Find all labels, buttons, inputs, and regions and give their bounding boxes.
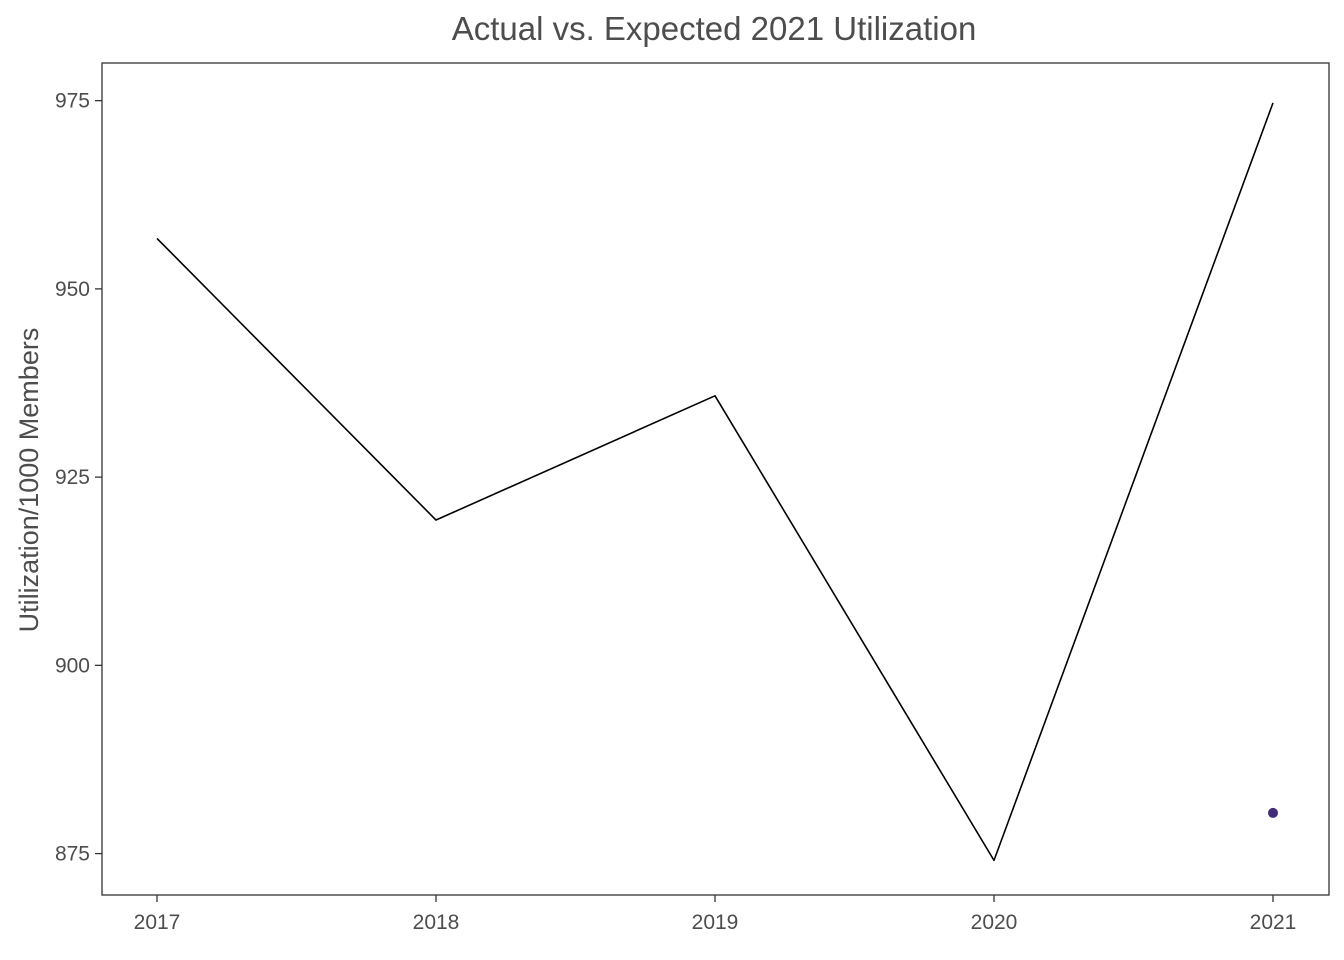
- x-axis: 2017 2018 2019 2020 2021: [134, 895, 1297, 934]
- y-tick-label: 950: [55, 278, 90, 301]
- y-tick-label: 975: [55, 90, 90, 113]
- series-line: [156, 102, 1274, 862]
- y-axis-title: Utilization/1000 Members: [14, 328, 44, 633]
- x-tick-label: 2019: [692, 911, 739, 934]
- y-tick-label: 900: [55, 654, 90, 677]
- x-tick-label: 2020: [971, 911, 1018, 934]
- x-tick-label: 2021: [1250, 911, 1297, 934]
- x-tick-label: 2017: [134, 911, 181, 934]
- plot-marks: [156, 102, 1278, 862]
- y-tick-label: 925: [55, 466, 90, 489]
- y-tick-label: 875: [55, 843, 90, 866]
- chart-title: Actual vs. Expected 2021 Utilization: [452, 10, 977, 47]
- x-tick-label: 2018: [413, 911, 460, 934]
- plot-panel: [101, 62, 1330, 896]
- y-axis: 875 900 925 950 975: [55, 90, 102, 866]
- expected-point: [1268, 807, 1278, 818]
